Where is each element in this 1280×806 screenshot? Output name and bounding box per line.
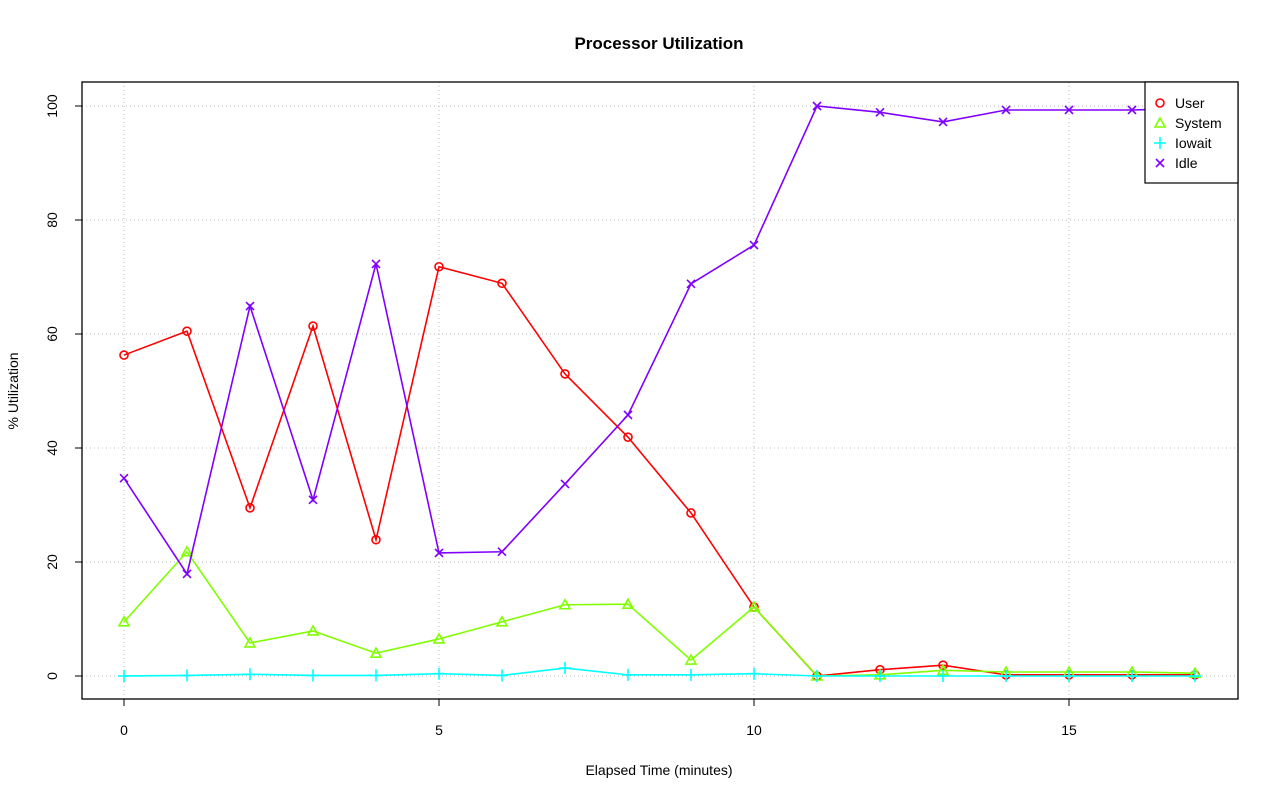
- y-tick-label: 100: [44, 94, 60, 118]
- data-point-iowait: [244, 668, 256, 681]
- data-point-iowait: [307, 669, 319, 682]
- data-point-iowait: [496, 669, 508, 682]
- data-point-iowait: [1189, 670, 1201, 682]
- data-point-system: [117, 615, 131, 627]
- data-point-idle: [749, 240, 759, 250]
- x-tick-label: 0: [120, 722, 128, 738]
- data-point-idle: [938, 117, 948, 127]
- data-point-idle: [1064, 105, 1074, 115]
- data-point-user: [938, 660, 948, 670]
- data-point-user: [434, 261, 444, 272]
- system-legend-icon: [1153, 116, 1167, 128]
- data-point-idle: [434, 548, 444, 558]
- data-point-system: [243, 636, 257, 648]
- series-idle: [119, 101, 1200, 579]
- data-point-system: [558, 598, 572, 610]
- data-point-user: [497, 278, 507, 289]
- data-point-system: [432, 632, 446, 644]
- data-point-iowait: [1126, 670, 1138, 682]
- y-tick-label: 60: [44, 326, 60, 342]
- legend-label: System: [1175, 115, 1222, 131]
- series-line-system: [123, 550, 1196, 677]
- x-tick-label: 15: [1061, 722, 1077, 738]
- data-point-idle: [371, 259, 381, 269]
- legend-label: User: [1175, 95, 1205, 111]
- data-point-user: [623, 432, 633, 442]
- data-point-idle: [623, 410, 633, 420]
- data-point-idle: [245, 301, 255, 311]
- y-tick-label: 40: [44, 440, 60, 456]
- idle-legend-icon: [1155, 158, 1165, 168]
- data-point-iowait: [811, 670, 823, 682]
- user-legend-icon: [1155, 98, 1165, 108]
- data-point-system: [747, 600, 761, 612]
- series-line-user: [123, 265, 1195, 677]
- data-point-user: [182, 326, 192, 336]
- legend-label: Iowait: [1175, 135, 1212, 151]
- plot-frame: [81, 81, 1239, 700]
- series-user: [119, 261, 1200, 681]
- data-point-user: [245, 503, 255, 513]
- iowait-legend-icon: [1154, 137, 1166, 149]
- data-point-user: [371, 534, 381, 545]
- data-point-iowait: [370, 669, 382, 682]
- legend: User System Iowait Idle: [1144, 81, 1239, 184]
- chart-title: Processor Utilization: [574, 34, 743, 53]
- data-point-user: [308, 321, 318, 331]
- series-line-idle: [123, 105, 1196, 576]
- data-point-iowait: [937, 670, 949, 682]
- series-line-iowait: [123, 667, 1195, 677]
- data-point-idle: [875, 107, 885, 117]
- x-tick-label: 10: [746, 722, 762, 738]
- x-tick-label: 5: [435, 722, 443, 738]
- series-system: [117, 545, 1202, 681]
- data-point-system: [306, 624, 320, 636]
- data-point-idle: [497, 547, 507, 557]
- data-point-system: [180, 545, 194, 557]
- series-iowait: [118, 662, 1201, 682]
- data-point-iowait: [181, 669, 193, 682]
- data-point-idle: [686, 279, 696, 289]
- data-point-iowait: [874, 670, 886, 682]
- data-point-system: [495, 615, 509, 627]
- data-point-idle: [182, 569, 192, 579]
- data-point-idle: [1127, 105, 1137, 115]
- data-point-system: [369, 646, 383, 659]
- data-point-user: [119, 350, 129, 360]
- data-point-iowait: [1063, 670, 1075, 682]
- data-point-idle: [119, 473, 129, 483]
- data-point-system: [684, 653, 698, 665]
- x-axis-label: Elapsed Time (minutes): [585, 762, 732, 778]
- data-point-idle: [308, 495, 318, 505]
- data-point-iowait: [622, 668, 634, 681]
- data-point-user: [560, 369, 570, 379]
- legend-label: Idle: [1175, 155, 1198, 171]
- data-point-iowait: [559, 662, 571, 675]
- data-point-iowait: [748, 667, 760, 680]
- y-tick-label: 20: [44, 554, 60, 570]
- y-tick-label: 80: [44, 212, 60, 228]
- data-point-iowait: [685, 668, 697, 681]
- data-point-idle: [560, 479, 570, 489]
- y-tick-label: 0: [44, 672, 60, 680]
- data-point-iowait: [1000, 670, 1012, 682]
- y-axis-label: % Utilization: [5, 352, 21, 429]
- data-point-system: [621, 597, 635, 609]
- data-point-idle: [812, 101, 822, 111]
- data-point-idle: [1001, 105, 1011, 115]
- data-point-iowait: [433, 667, 445, 680]
- data-point-iowait: [118, 670, 130, 682]
- data-point-user: [686, 508, 696, 518]
